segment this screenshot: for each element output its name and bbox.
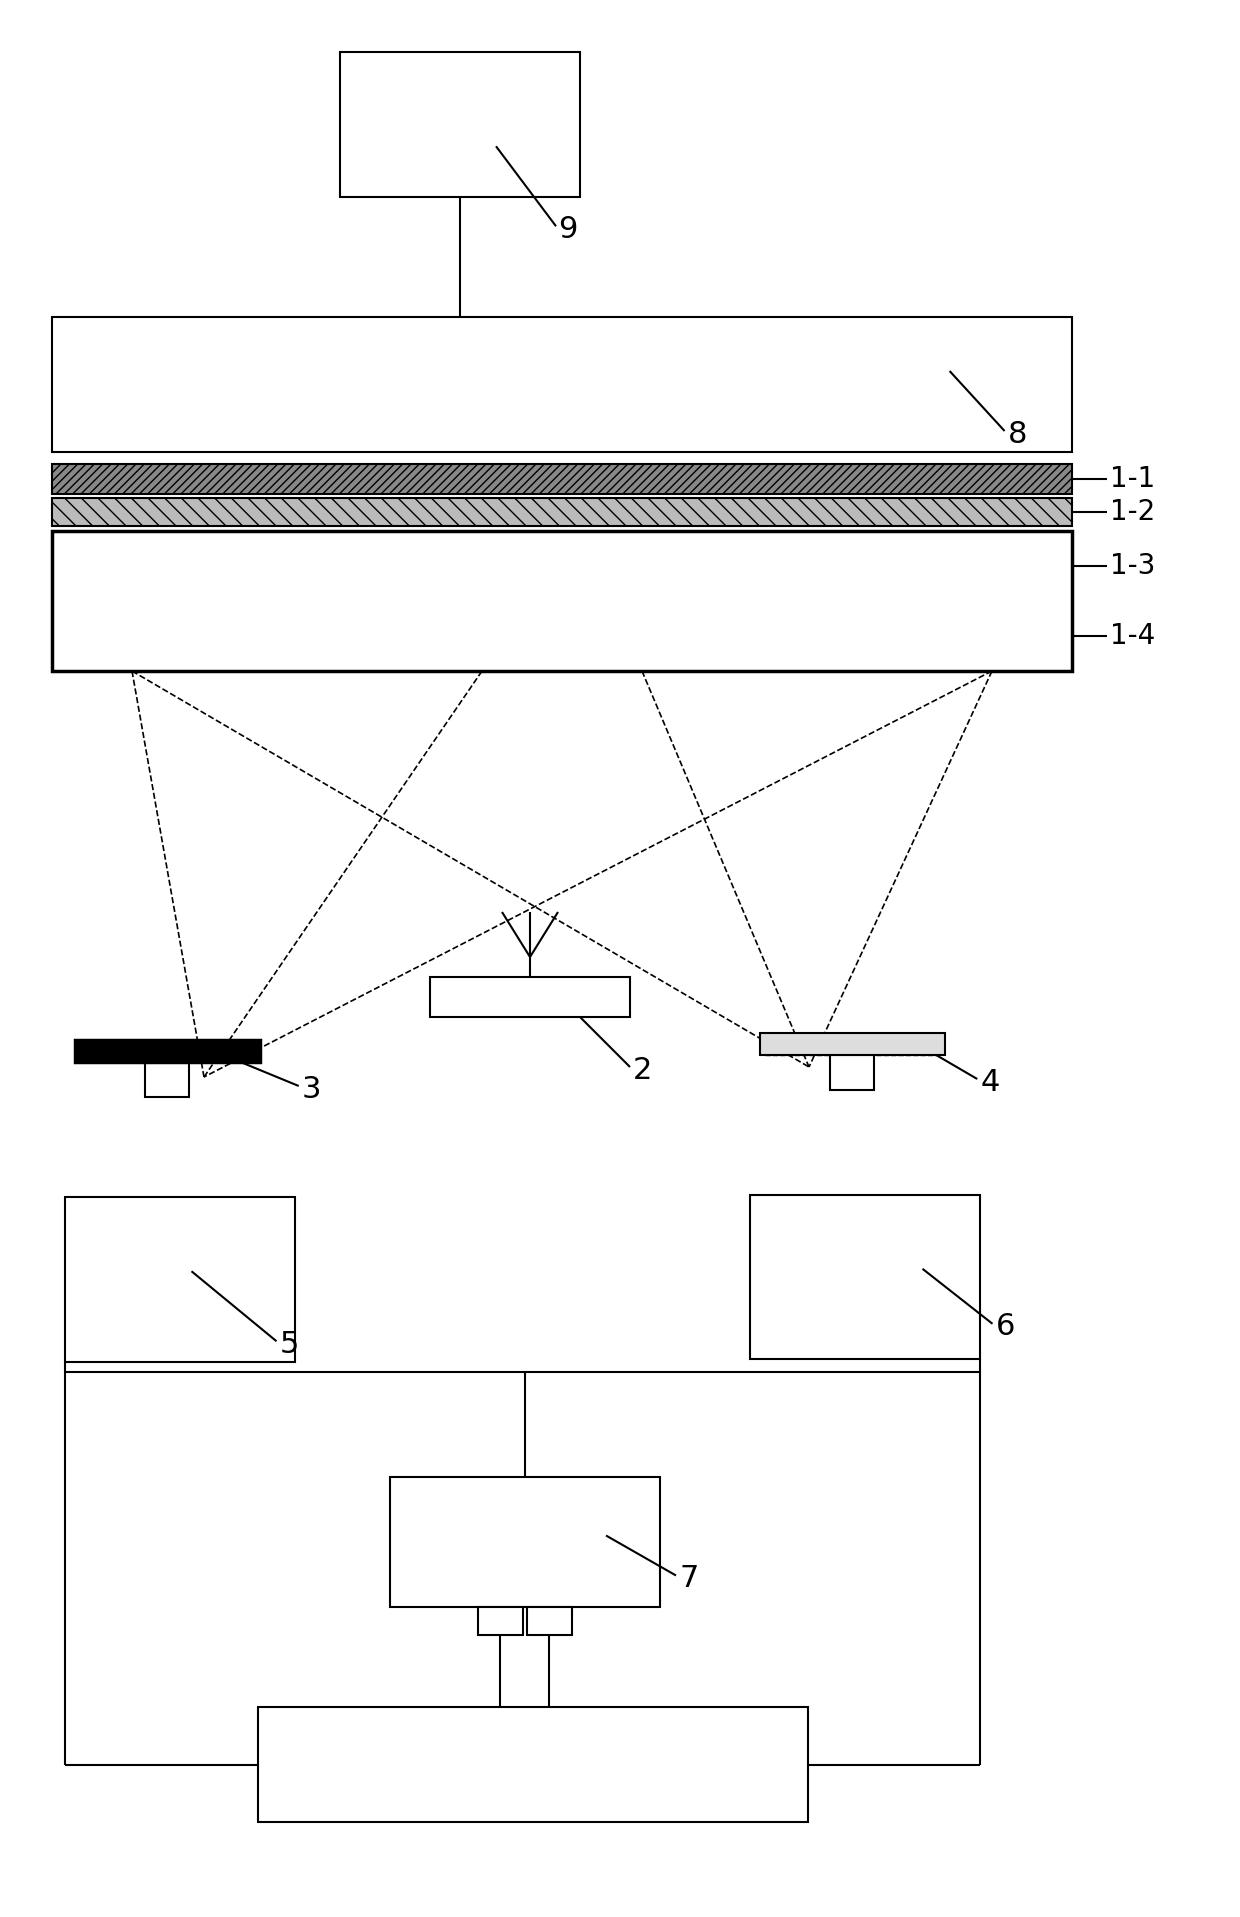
- Text: 1-3: 1-3: [1110, 552, 1156, 581]
- Text: 3: 3: [301, 1075, 321, 1104]
- Bar: [52, 498, 1073, 525]
- Bar: [52, 316, 1073, 452]
- Bar: [830, 1054, 874, 1091]
- Bar: [340, 52, 580, 197]
- Bar: [52, 464, 1073, 495]
- Text: 1-4: 1-4: [1110, 621, 1156, 650]
- Bar: [760, 1033, 945, 1054]
- Bar: [750, 1194, 980, 1359]
- Text: 7: 7: [680, 1564, 698, 1593]
- Bar: [52, 531, 1073, 671]
- Text: 8: 8: [1008, 420, 1027, 449]
- Bar: [145, 1062, 188, 1097]
- Bar: [258, 1706, 808, 1821]
- Text: 6: 6: [996, 1313, 1014, 1342]
- Text: 1-2: 1-2: [1110, 498, 1156, 525]
- Text: 9: 9: [558, 215, 578, 243]
- Text: 2: 2: [632, 1056, 652, 1085]
- Bar: [477, 1606, 523, 1635]
- Bar: [430, 978, 630, 1018]
- Bar: [527, 1606, 572, 1635]
- Text: 5: 5: [279, 1330, 299, 1359]
- Bar: [64, 1196, 295, 1361]
- Bar: [391, 1476, 660, 1606]
- Bar: [74, 1041, 260, 1062]
- Text: 4: 4: [981, 1068, 999, 1097]
- Text: 1-1: 1-1: [1110, 466, 1156, 493]
